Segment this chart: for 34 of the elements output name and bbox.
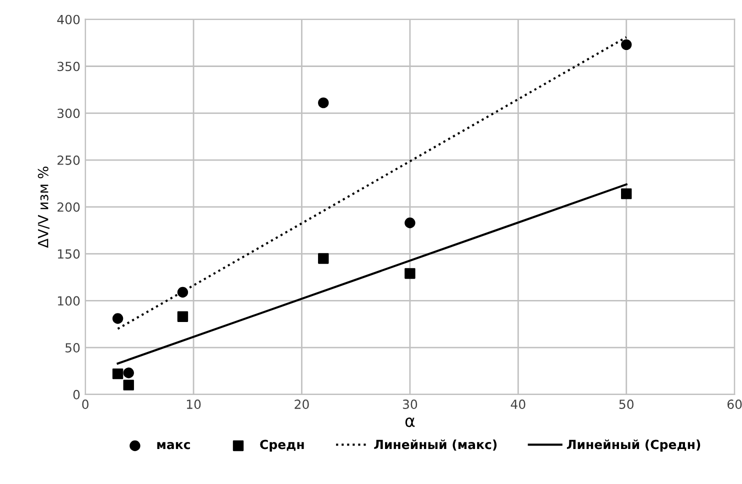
point [404, 268, 416, 279]
point [177, 286, 188, 298]
x-tick-label: 50 [619, 400, 634, 409]
point [123, 380, 134, 390]
y-tick-label: 200 [58, 202, 80, 212]
y-tick-label: 0 [73, 390, 80, 400]
point [318, 97, 329, 108]
point [123, 368, 134, 378]
legend-label: Линейный (макс) [374, 439, 497, 451]
y-tick-label: 400 [57, 14, 80, 24]
point [621, 188, 632, 200]
point [318, 253, 329, 264]
y-tick-label: 50 [66, 343, 80, 352]
point [404, 218, 416, 228]
x-tick-label: 30 [402, 400, 418, 409]
point [112, 368, 124, 380]
legend-label: Средн [260, 440, 304, 452]
x-tick-label: 60 [728, 400, 742, 409]
point [621, 39, 632, 50]
y-tick-label: 100 [58, 296, 80, 306]
y-tick-label: 300 [58, 108, 80, 118]
y-tick-label: 150 [58, 249, 80, 259]
legend-label: макс [157, 442, 190, 450]
point [112, 313, 124, 324]
y-tick-label: 250 [58, 155, 80, 165]
point [177, 311, 188, 322]
x-tick-label: 40 [510, 400, 526, 409]
x-tick-label: 20 [294, 400, 309, 409]
legend-label: Линейный (Средн) [566, 439, 700, 452]
x-tick-label: 10 [186, 400, 201, 409]
x-axis-title: α [405, 418, 415, 428]
y-tick-label: 350 [58, 62, 80, 72]
x-tick-label: 0 [82, 400, 88, 409]
y-axis-title: ΔV/V изм % [38, 166, 50, 248]
